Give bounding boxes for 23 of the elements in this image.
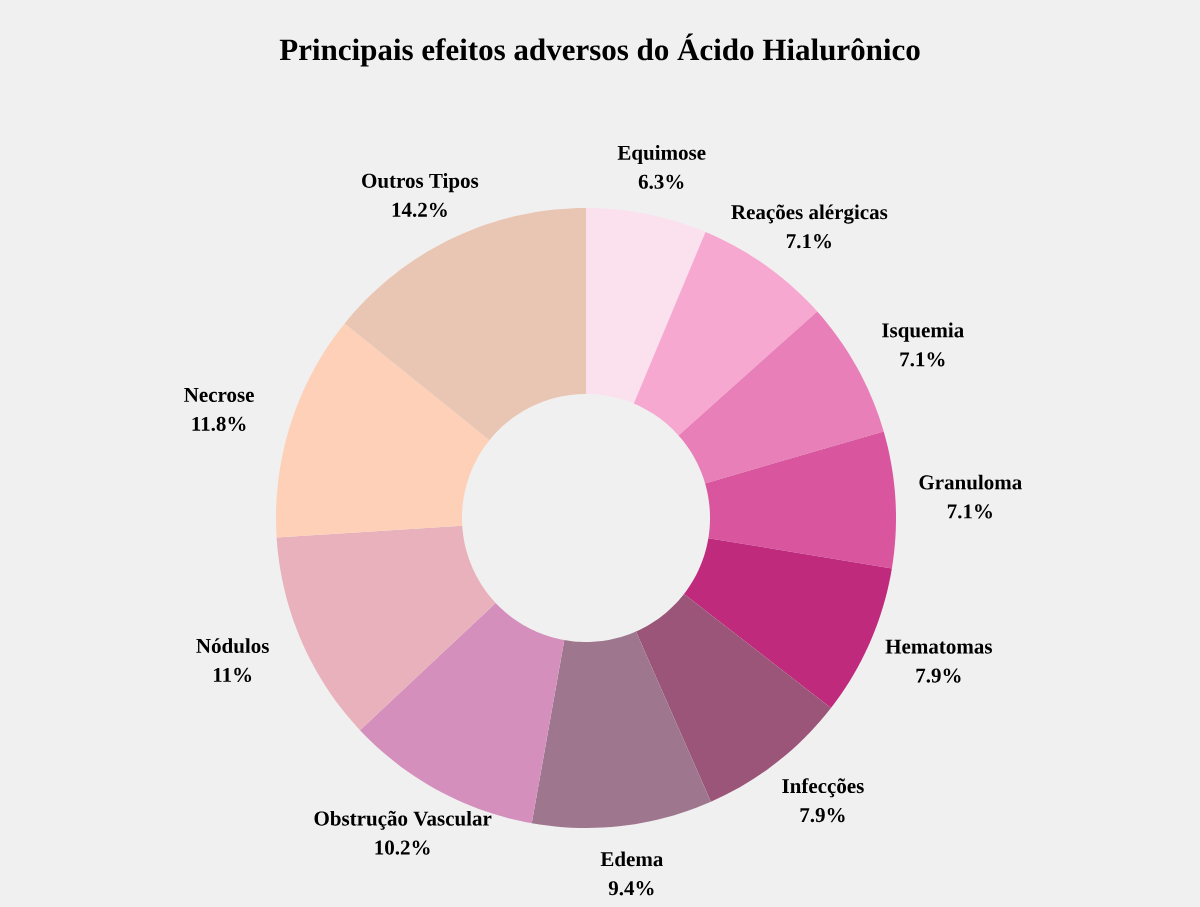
slice-label: Edema — [600, 851, 664, 867]
slice-label: Necrose — [184, 387, 254, 402]
data-label: 7.9% — [916, 668, 961, 683]
slice-label: Infecções — [782, 778, 864, 798]
data-label: 7.1% — [947, 504, 992, 519]
data-label: 6.3% — [638, 174, 684, 189]
slice-label: Reações alérgicas — [731, 204, 888, 224]
data-label: 14.2% — [392, 202, 447, 217]
data-label: 7.1% — [786, 234, 832, 249]
slice-label: Nódulos — [196, 638, 269, 654]
slice-label: Granuloma — [919, 474, 1022, 490]
data-label: 7.9% — [800, 807, 845, 823]
data-label: 10.2% — [375, 840, 430, 855]
slice-label: Isquemia — [882, 322, 964, 342]
data-label: 9.4% — [608, 881, 654, 896]
chart-title: Principais efeitos adversos do Ácido Hialurônico — [279, 33, 920, 67]
slice-label: Obstrução Vascular — [314, 810, 492, 830]
slice-label: Hematomas — [885, 639, 992, 654]
slice-label: Equimose — [617, 145, 706, 165]
data-label: 11.8% — [192, 416, 246, 432]
slice-label: Outros Tipos — [362, 173, 479, 193]
data-label: 11% — [213, 667, 252, 683]
data-label: 7.1% — [900, 352, 945, 367]
